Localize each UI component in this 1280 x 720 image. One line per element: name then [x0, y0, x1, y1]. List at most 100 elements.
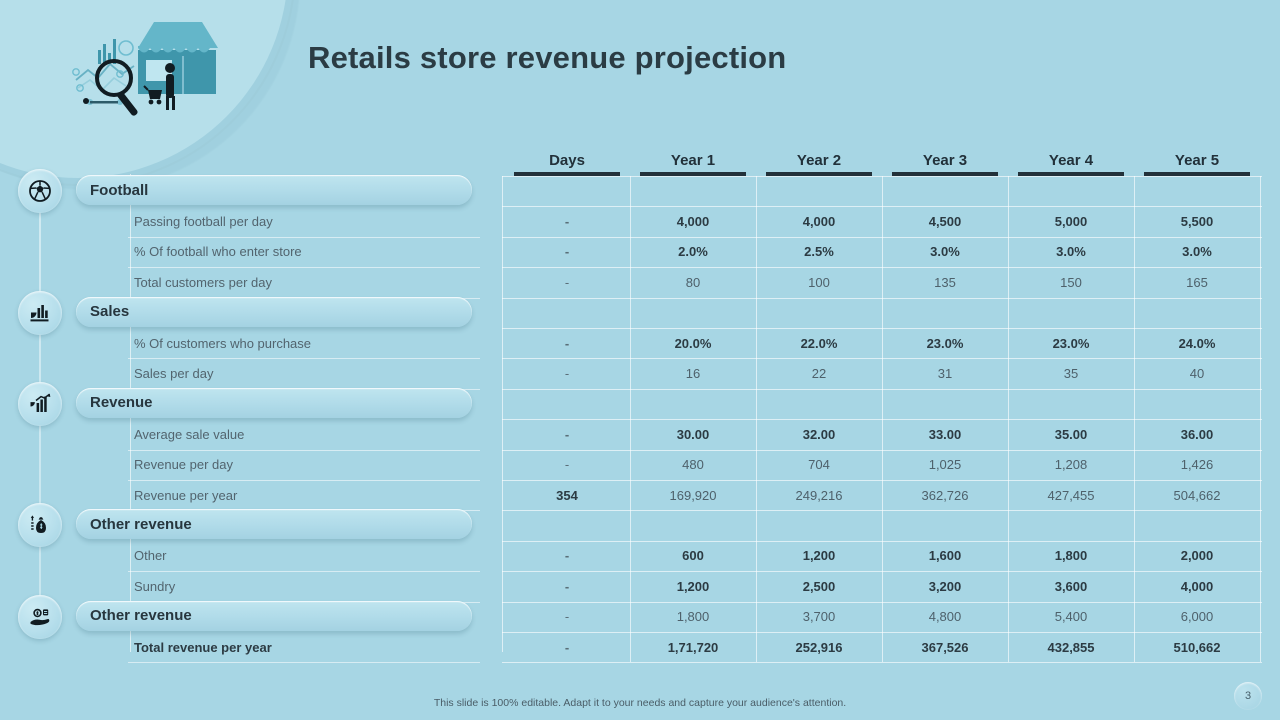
- table-cell: 6,000: [1180, 609, 1214, 625]
- table-cell: 4,500: [928, 213, 962, 229]
- column-header-rule: [892, 172, 998, 176]
- table-cell: 40: [1189, 365, 1205, 381]
- category-icon-rail: [0, 140, 80, 670]
- table-cell: 3.0%: [930, 244, 960, 260]
- table-cell: 169,920: [669, 487, 717, 503]
- table-cell: 4,000: [1180, 578, 1214, 594]
- table-cell: 16: [685, 365, 701, 381]
- table-cell: 1,426: [1180, 457, 1214, 473]
- column-header-year-1: Year 1: [670, 151, 716, 169]
- category-pill-other-revenue[interactable]: Other revenue: [76, 509, 472, 540]
- table-cell: 480: [682, 457, 704, 473]
- table-cell: 1,200: [676, 578, 710, 594]
- row-label: Average sale value: [134, 426, 245, 442]
- table-cell: -: [564, 639, 570, 655]
- table-cell: 80: [685, 274, 701, 290]
- row-label: Sundry: [134, 578, 176, 594]
- table-cell: -: [564, 365, 570, 381]
- table-cell: 3,600: [1054, 578, 1088, 594]
- table-cell: 1,208: [1054, 457, 1088, 473]
- column-header-year-4: Year 4: [1048, 151, 1094, 169]
- table-cell: 30.00: [676, 426, 710, 442]
- money-bag-icon: [18, 503, 62, 548]
- column-header-year-2: Year 2: [796, 151, 842, 169]
- row-label: Total customers per day: [134, 274, 273, 290]
- table-cell: -: [564, 548, 570, 564]
- table-cell: 1,800: [676, 609, 710, 625]
- column-header-year-5: Year 5: [1174, 151, 1220, 169]
- table-cell: -: [564, 244, 570, 260]
- table-column-separator: [756, 176, 757, 663]
- table-column-separator: [882, 176, 883, 663]
- category-label: Revenue: [90, 394, 153, 412]
- label-row-separator: [128, 449, 480, 451]
- table-cell: 33.00: [928, 426, 962, 442]
- page-title: Retails store revenue projection: [308, 40, 787, 75]
- table-cell: 23.0%: [926, 335, 964, 351]
- table-cell: -: [564, 578, 570, 594]
- category-label: Football: [90, 181, 149, 199]
- category-pill-revenue[interactable]: Revenue: [76, 387, 472, 418]
- table-cell: 504,662: [1173, 487, 1221, 503]
- row-label: Passing football per day: [134, 213, 273, 229]
- table-cell: 5,400: [1054, 609, 1088, 625]
- category-pill-football[interactable]: Football: [76, 175, 472, 205]
- table-cell: 510,662: [1173, 639, 1221, 655]
- table-cell: 23.0%: [1052, 335, 1090, 351]
- column-header-rule: [514, 172, 620, 176]
- row-label: Sales per day: [134, 365, 214, 381]
- row-label: Total revenue per year: [134, 639, 272, 655]
- category-pill-other-revenue[interactable]: Other revenue: [76, 600, 472, 631]
- row-label: Revenue per day: [134, 457, 234, 473]
- table-cell: 354: [556, 487, 578, 503]
- label-row-separator: [128, 358, 480, 360]
- table-cell: 1,200: [802, 548, 836, 564]
- category-label: Other revenue: [90, 515, 192, 533]
- table-cell: 249,216: [795, 487, 843, 503]
- table-cell: 4,000: [802, 213, 836, 229]
- table-cell: 150: [1060, 274, 1082, 290]
- table-cell: 1,600: [928, 548, 962, 564]
- table-cell: 2,500: [802, 578, 836, 594]
- table-cell: 600: [682, 548, 704, 564]
- column-header-rule: [640, 172, 746, 176]
- column-header-rule: [1144, 172, 1250, 176]
- row-label: % Of football who enter store: [134, 244, 302, 260]
- table-cell: 362,726: [921, 487, 969, 503]
- label-row-separator: [128, 480, 480, 481]
- retail-store-analytics-illustration: [52, 8, 242, 133]
- hand-coins-icon: [18, 594, 62, 639]
- table-column-separator: [1134, 176, 1135, 663]
- table-cell: 4,000: [676, 213, 710, 229]
- table-cell: 32.00: [802, 426, 836, 442]
- table-cell: 2.0%: [678, 244, 708, 260]
- table-cell: -: [564, 335, 570, 351]
- table-cell: -: [564, 609, 570, 625]
- table-cell: 4,800: [928, 609, 962, 625]
- football-icon: [18, 169, 62, 213]
- table-cell: 3,200: [928, 578, 962, 594]
- row-label: Revenue per year: [134, 487, 238, 503]
- table-cell: 5,500: [1180, 213, 1214, 229]
- table-cell: -: [564, 274, 570, 290]
- table-row-separator: [502, 662, 1262, 664]
- table-cell: 35: [1063, 365, 1079, 381]
- table-column-separator: [1260, 176, 1261, 663]
- label-row-separator: [128, 662, 480, 664]
- table-cell: 22: [811, 365, 827, 381]
- growth-chart-icon: [18, 381, 62, 426]
- column-header-days: Days: [549, 151, 585, 169]
- bar-chart-hand-icon: [18, 290, 62, 335]
- projection-data-table: Days Year 1 Year 2 Year 3 Year 4 Year 5 - 4,00…: [502, 140, 1262, 670]
- table-left-edge: [502, 176, 503, 652]
- row-label-column: Football Passing football per day % Of foo…: [72, 140, 504, 670]
- category-pill-sales[interactable]: Sales: [76, 296, 472, 327]
- row-label: % Of customers who purchase: [134, 335, 312, 351]
- table-cell: 5,000: [1054, 213, 1088, 229]
- label-row-separator: [128, 236, 480, 238]
- column-header-rule: [1018, 172, 1124, 176]
- editable-slide-note: This slide is 100% editable. Adapt it to…: [433, 697, 847, 709]
- table-cell: 22.0%: [800, 335, 838, 351]
- table-cell: 35.00: [1054, 426, 1088, 442]
- table-cell: 367,526: [921, 639, 969, 655]
